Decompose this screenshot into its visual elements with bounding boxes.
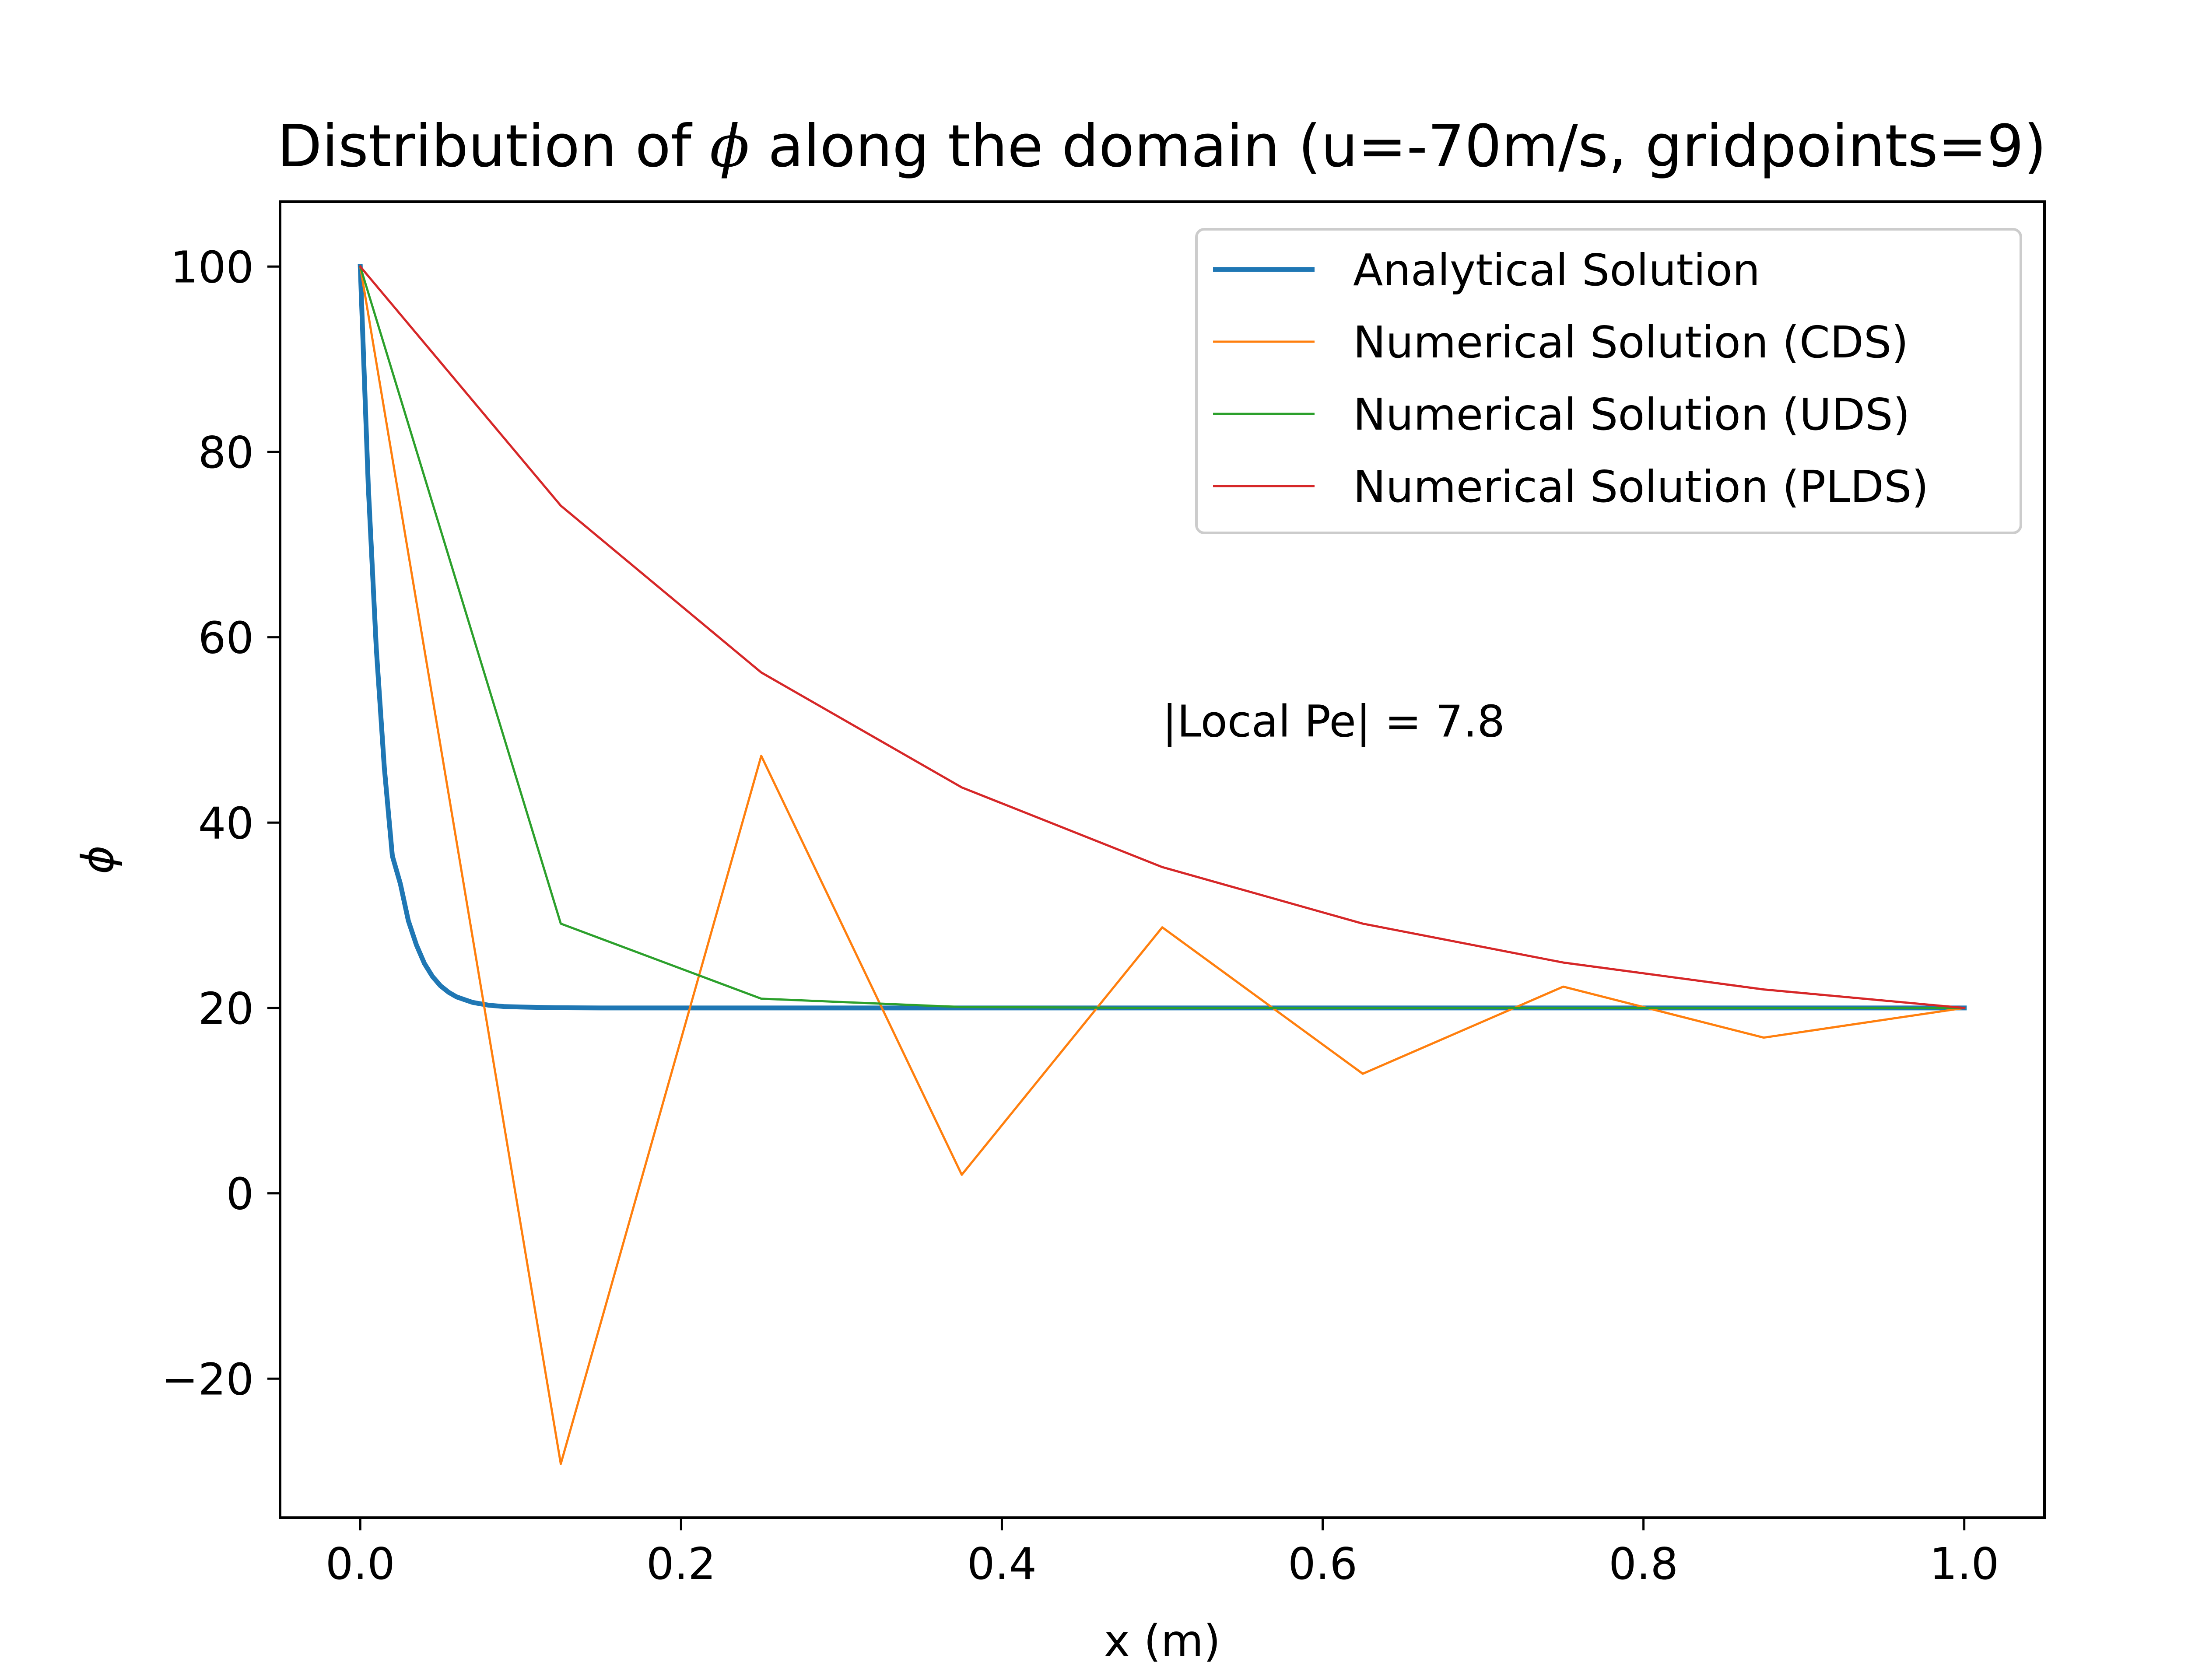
x-axis: 0.0 0.2 0.4 0.6 0.8 1.0	[326, 1518, 1999, 1589]
legend: Analytical Solution Numerical Solution (C…	[1195, 228, 2022, 534]
x-tick-label: 0.4	[967, 1538, 1037, 1589]
chart-title-symbol: ϕ	[710, 113, 750, 180]
y-tick-label: 80	[198, 427, 254, 478]
x-tick-label: 0.6	[1288, 1538, 1357, 1589]
local-pe-annotation: |Local Pe| = 7.8	[1162, 696, 1505, 747]
y-tick-label: 60	[198, 612, 254, 664]
x-tick-label: 0.0	[326, 1538, 395, 1589]
y-tick-label: 0	[226, 1169, 254, 1220]
y-axis: −20 0 20 40 60 80 100	[161, 242, 280, 1405]
legend-label-analytical-solution: Analytical Solution	[1353, 245, 1760, 296]
y-tick-label: 40	[198, 798, 254, 849]
legend-label-numerical-solution-cds: Numerical Solution (CDS)	[1353, 317, 1908, 368]
x-tick-label: 0.8	[1609, 1538, 1678, 1589]
series-line-analytical-solution	[358, 264, 1967, 1011]
legend-label-numerical-solution-uds: Numerical Solution (UDS)	[1353, 389, 1910, 440]
series-line-numerical-solution-uds	[359, 265, 1966, 1009]
x-tick-label: 0.2	[646, 1538, 716, 1589]
y-tick-label: −20	[161, 1354, 254, 1405]
chart-title-suffix: along the domain (u=-70m/s, gridpoints=9…	[750, 113, 2047, 180]
x-tick-label: 1.0	[1929, 1538, 1999, 1589]
series-layer	[358, 264, 1967, 1465]
x-axis-label: x (m)	[1104, 1615, 1220, 1666]
series-line-numerical-solution-plds	[358, 265, 1966, 1009]
y-tick-label: 100	[170, 242, 254, 293]
y-tick-label: 20	[198, 983, 254, 1034]
plot-frame	[279, 200, 2046, 1519]
series-line-numerical-solution-cds	[359, 265, 1966, 1465]
chart-title-prefix: Distribution of	[277, 113, 710, 180]
y-axis-label: ϕ	[72, 845, 123, 874]
legend-label-numerical-solution-plds: Numerical Solution (PLDS)	[1353, 461, 1929, 512]
chart-title: Distribution of ϕ along the domain (u=-7…	[277, 113, 2046, 180]
legend-box	[1195, 228, 2022, 534]
